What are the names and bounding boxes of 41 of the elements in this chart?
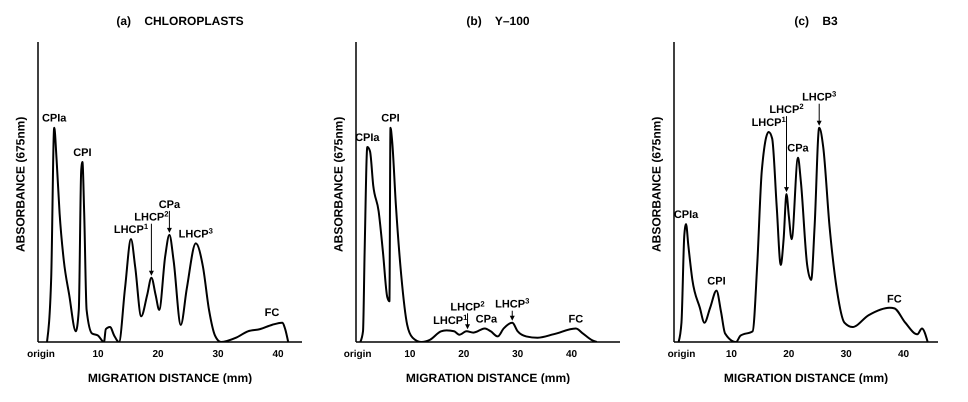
annotation: CPI [707,276,726,288]
y-axis-title: ABSORBANCE (675nm) [13,116,28,252]
x-tick-label: 10 [92,349,104,360]
annotation: LHCP$^{3}$ [802,89,836,104]
annotation: LHCP$^{1}$ [752,114,787,129]
x-tick-label: 40 [898,349,910,360]
annotation: CPI [73,147,92,159]
annotation: CPa [476,314,498,326]
annotation: CPIa [42,112,68,125]
annotation: LHCP$^{2}$ [450,298,485,314]
x-tick-label: 40 [566,349,578,360]
y-axis-title: ABSORBANCE (675nm) [649,116,664,252]
annotation: FC [568,314,584,326]
x-tick-label: 30 [212,349,224,360]
chart-title: (b) Y–100 [465,14,531,28]
x-tick-label: 30 [840,349,852,360]
x-tick-label: 30 [512,349,524,360]
x-tick-label: 10 [404,349,416,360]
annotation: LHCP$^{2}$ [134,209,169,224]
x-tick-label: 20 [458,349,470,360]
annotation: LHCP$^{1}$ [114,222,149,236]
annotation: FC [264,306,280,319]
x-tick-label: 40 [272,349,284,360]
chart-title: (c) B3 [793,14,839,28]
x-tick-label: origin [27,349,55,360]
annotation: CPIa [355,132,380,144]
x-tick-label: origin [344,349,372,360]
annotation: LHCP$^{3}$ [178,226,213,240]
x-tick-label: 10 [726,349,738,360]
annotation: FC [887,293,902,306]
annotation: LHCP$^{3}$ [495,296,530,311]
chart-title: (a) CHLOROPLASTS [115,14,245,28]
y-axis-title: ABSORBANCE (675nm) [331,116,346,252]
annotation: CPI [381,112,400,125]
annotation: CPIa [674,209,700,222]
annotation: CPa [158,198,181,211]
x-tick-label: origin [668,349,696,360]
x-tick-label: 20 [783,349,795,360]
annotation: LHCP$^{2}$ [769,102,804,116]
annotation: CPa [787,142,810,155]
x-tick-label: 20 [152,349,164,360]
